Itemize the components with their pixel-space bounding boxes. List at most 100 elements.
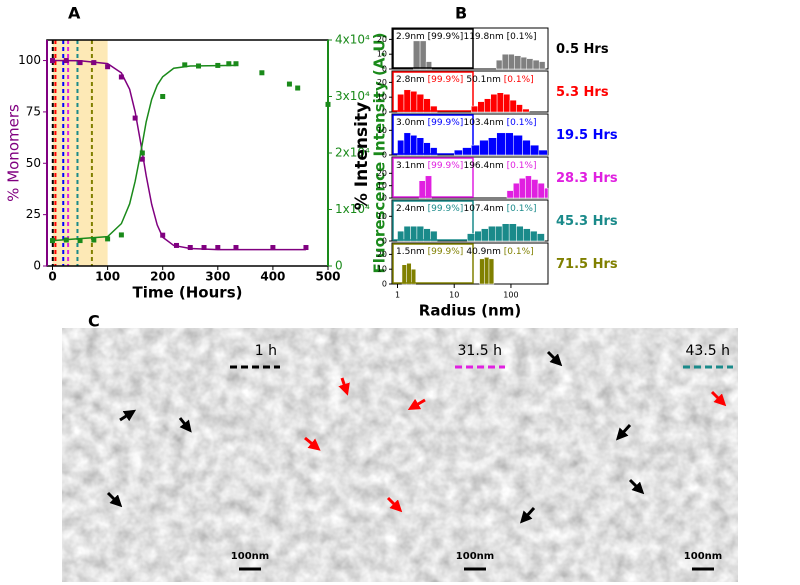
time-label: 19.5 Hrs xyxy=(556,128,618,143)
histogram-bar xyxy=(522,108,530,113)
x-tick-label: 10 xyxy=(449,291,459,300)
histogram-bar xyxy=(506,190,514,199)
peak-size: 3.1nm xyxy=(396,161,425,171)
histogram-bar xyxy=(508,223,517,242)
time-label: 43.5 h xyxy=(686,343,731,359)
peak-fraction: [99.9%] xyxy=(428,32,464,42)
peak-label: 2.8nm [99.9%] xyxy=(396,75,463,85)
histogram-bar xyxy=(453,149,463,156)
histogram-bar xyxy=(430,230,438,242)
peak-size: 1.5nm xyxy=(396,247,425,257)
peak-fraction: [0.1%] xyxy=(507,161,537,171)
histogram-bar xyxy=(430,147,438,156)
histogram-bar xyxy=(467,233,475,242)
data-point xyxy=(187,245,193,251)
row-frame xyxy=(391,242,549,285)
histogram-bar xyxy=(403,89,411,113)
histogram-bar xyxy=(425,61,432,70)
histogram-bar xyxy=(523,228,531,242)
time-label: 45.3 Hrs xyxy=(556,214,618,229)
data-point xyxy=(160,94,166,99)
y-axis-label: % Intensity xyxy=(352,102,372,210)
peak-size: 119.8nm xyxy=(463,32,503,42)
histogram-bar xyxy=(495,225,503,242)
data-point xyxy=(132,115,138,121)
peak-size: 2.9nm xyxy=(396,32,425,42)
y-tick-label: 25 xyxy=(26,207,41,221)
micrographs xyxy=(61,327,739,583)
histogram-bar xyxy=(410,225,418,242)
peak-box xyxy=(392,200,474,241)
y-tick-label: 10 xyxy=(377,265,387,274)
histogram-bar xyxy=(531,179,539,199)
time-label: 28.3 Hrs xyxy=(556,171,618,186)
histogram-bar xyxy=(513,135,523,156)
scale-label: 100nm xyxy=(456,551,494,562)
histogram-bar xyxy=(484,257,490,285)
time-label: 5.3 Hrs xyxy=(556,85,609,100)
histogram-bar xyxy=(416,137,424,156)
peak-label: 196.4nm [0.1%] xyxy=(463,161,536,171)
arrow xyxy=(106,491,123,508)
y-tick-label: 10 xyxy=(377,181,387,190)
arrow xyxy=(386,496,403,513)
y-tick-label: 20 xyxy=(377,250,387,259)
histogram-bar xyxy=(479,258,485,285)
histogram-bar xyxy=(471,144,480,156)
peak-fraction: [0.1%] xyxy=(504,247,534,257)
peak-label: 103.4nm [0.1%] xyxy=(463,118,536,128)
histogram-bar xyxy=(423,98,431,113)
histogram-bar xyxy=(488,258,495,285)
peak-label: 3.1nm [99.9%] xyxy=(396,161,463,171)
data-point xyxy=(139,156,145,162)
peak-fraction: [99.9%] xyxy=(428,204,464,214)
x-tick-label: 500 xyxy=(315,270,340,284)
histogram-bar xyxy=(509,99,517,113)
histogram-bar xyxy=(503,93,511,113)
histogram-bar xyxy=(406,263,412,285)
data-point xyxy=(303,245,309,251)
x-tick-label: 0 xyxy=(48,270,56,284)
histogram-bar xyxy=(530,230,538,242)
peak-label: 2.4nm [99.9%] xyxy=(396,204,463,214)
time-label: 71.5 Hrs xyxy=(556,257,618,272)
arrow xyxy=(628,478,645,495)
data-point xyxy=(295,85,301,91)
data-point xyxy=(286,81,292,87)
peak-fraction: [0.1%] xyxy=(504,75,534,85)
y-tick-label: 0 xyxy=(382,65,387,74)
arrow xyxy=(304,436,321,451)
histogram-bar xyxy=(537,182,545,199)
x-axis-label: Radius (nm) xyxy=(419,302,521,320)
histogram-bar xyxy=(495,59,503,70)
peak-label: 40.9nm [0.1%] xyxy=(466,247,533,257)
histogram-bar xyxy=(532,59,540,70)
y-tick-label: 0 xyxy=(33,259,41,273)
y-axis-label: % Monomers xyxy=(5,104,23,202)
peak-fraction: [99.9%] xyxy=(428,118,464,128)
y2-tick-label: 0 xyxy=(335,259,343,273)
panel-label: B xyxy=(455,4,467,23)
histogram-bar xyxy=(423,142,431,156)
histogram-bar xyxy=(474,230,482,242)
histogram-bar xyxy=(397,93,405,113)
data-point xyxy=(325,101,331,107)
row-frame xyxy=(391,156,549,199)
peak-fraction: [0.1%] xyxy=(507,204,537,214)
histogram-bar xyxy=(525,175,532,199)
histogram-bar xyxy=(530,144,540,156)
peak-size: 107.4nm xyxy=(463,204,503,214)
histogram-bar xyxy=(516,225,524,242)
peak-label: 2.9nm [99.9%] xyxy=(396,32,463,42)
data-point xyxy=(118,232,124,238)
histogram-bar xyxy=(526,58,534,70)
highlight-span xyxy=(52,40,108,266)
histogram-bar xyxy=(501,223,510,242)
peak-label: 1.5nm [99.9%] xyxy=(396,247,463,257)
histogram-bar xyxy=(477,101,485,113)
x-tick-label: 100 xyxy=(503,291,518,300)
peak-box xyxy=(392,28,474,69)
arrow xyxy=(546,350,563,367)
data-point xyxy=(160,232,166,238)
y-tick-label: 75 xyxy=(26,104,41,118)
